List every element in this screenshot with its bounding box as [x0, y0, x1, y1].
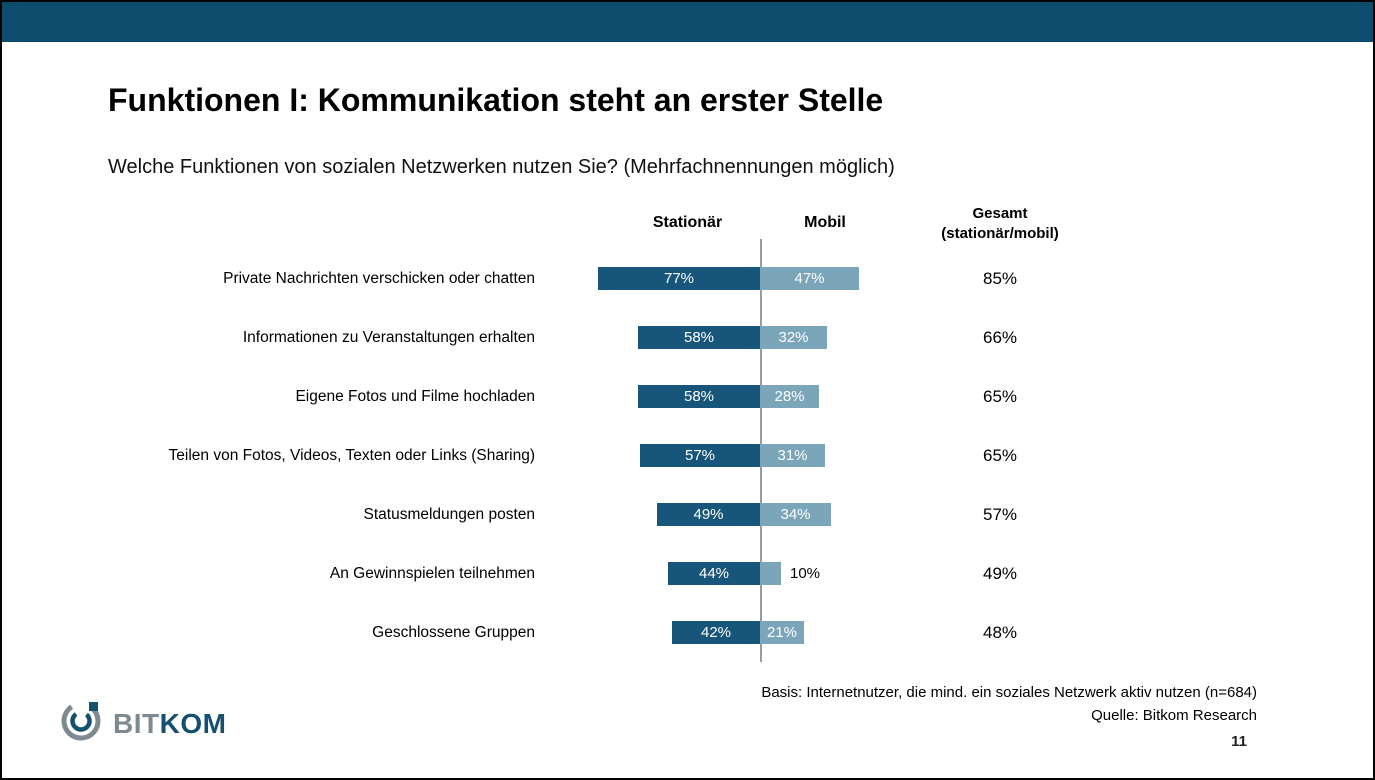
bar-stationaer: 57% — [640, 444, 760, 467]
category-label: Statusmeldungen posten — [363, 505, 535, 523]
mobil-zone: 21% — [760, 621, 920, 644]
mobil-zone: 34% — [760, 503, 920, 526]
bitkom-logo-icon — [58, 698, 104, 749]
bar-mobil: 28% — [760, 385, 819, 408]
column-header-stationaer: Stationär — [652, 214, 723, 231]
gesamt-value: 65% — [982, 386, 1018, 406]
bar-mobil: 21% — [760, 621, 804, 644]
column-header-mobil: Mobil — [804, 214, 846, 231]
stationaer-zone: 58% — [535, 385, 760, 408]
mobil-zone: 28% — [760, 385, 920, 408]
category-label: Eigene Fotos und Filme hochladen — [295, 387, 535, 405]
gesamt-header-line2: (stationär/mobil) — [941, 224, 1059, 242]
chart-header-row: Stationär Mobil Gesamt (stationär/mobil) — [2, 202, 1092, 243]
gesamt-value: 66% — [982, 327, 1018, 347]
bar-value-label: 31% — [777, 447, 808, 464]
bar-stationaer: 58% — [638, 385, 760, 408]
bitkom-logo: BITKOM — [58, 698, 226, 749]
source-note: Quelle: Bitkom Research — [1091, 707, 1257, 724]
bar-value-label: 32% — [778, 329, 809, 346]
chart-row: An Gewinnspielen teilnehmen 44% 10% 49% — [2, 544, 1092, 603]
gesamt-header-line1: Gesamt — [972, 205, 1028, 222]
stationaer-zone: 57% — [535, 444, 760, 467]
chart: Stationär Mobil Gesamt (stationär/mobil)… — [2, 202, 1092, 662]
bar-stationaer: 49% — [657, 503, 760, 526]
mobil-zone: 10% — [760, 562, 920, 585]
category-label: Informationen zu Veranstaltungen erhalte… — [242, 328, 535, 346]
bitkom-logo-text: BITKOM — [113, 708, 226, 740]
bar-value-label: 58% — [683, 329, 715, 346]
chart-rows: Private Nachrichten verschicken oder cha… — [2, 239, 1092, 662]
bar-value-label: 28% — [774, 388, 805, 405]
page-title: Funktionen I: Kommunikation steht an ers… — [108, 82, 884, 118]
bar-value-label: 42% — [700, 624, 732, 641]
bar-mobil: 47% — [760, 267, 859, 290]
bar-mobil: 32% — [760, 326, 827, 349]
stationaer-zone: 58% — [535, 326, 760, 349]
page-number: 11 — [1231, 733, 1247, 750]
bar-stationaer: 42% — [672, 621, 760, 644]
bar-value-label: 44% — [698, 565, 730, 582]
gesamt-value: 49% — [982, 563, 1018, 583]
basis-note: Basis: Internetnutzer, die mind. ein soz… — [761, 684, 1257, 701]
mobil-zone: 31% — [760, 444, 920, 467]
chart-row: Statusmeldungen posten 49% 34% 57% — [2, 485, 1092, 544]
chart-row: Informationen zu Veranstaltungen erhalte… — [2, 308, 1092, 367]
bar-stationaer: 58% — [638, 326, 760, 349]
category-label: An Gewinnspielen teilnehmen — [329, 564, 535, 582]
stationaer-zone: 44% — [535, 562, 760, 585]
category-label: Private Nachrichten verschicken oder cha… — [223, 269, 535, 287]
bar-value-label: 47% — [794, 270, 825, 287]
bar-mobil: 10% — [760, 562, 820, 585]
chart-row: Teilen von Fotos, Videos, Texten oder Li… — [2, 426, 1092, 485]
column-header-gesamt: Gesamt (stationär/mobil) — [920, 202, 1080, 243]
bar-value-label: 34% — [780, 506, 811, 523]
category-label: Teilen von Fotos, Videos, Texten oder Li… — [168, 446, 535, 464]
bar-stationaer: 44% — [668, 562, 760, 585]
bar-mobil: 34% — [760, 503, 831, 526]
bar-value-label: 49% — [693, 506, 724, 523]
bar-value-label: 10% — [790, 565, 821, 582]
bar-stationaer: 77% — [598, 267, 760, 290]
chart-row: Geschlossene Gruppen 42% 21% 48% — [2, 603, 1092, 662]
mobil-zone: 47% — [760, 267, 920, 290]
page-subtitle: Welche Funktionen von sozialen Netzwerke… — [108, 156, 895, 178]
gesamt-value: 65% — [982, 445, 1018, 465]
bar-value-label: 21% — [766, 624, 798, 641]
mobil-zone: 32% — [760, 326, 920, 349]
category-label: Geschlossene Gruppen — [372, 623, 535, 641]
logo-kom: KOM — [159, 707, 227, 739]
logo-bit: BIT — [113, 707, 160, 739]
top-banner — [2, 2, 1373, 42]
stationaer-zone: 77% — [535, 267, 760, 290]
chart-row: Eigene Fotos und Filme hochladen 58% 28%… — [2, 367, 1092, 426]
bar-value-label: 58% — [683, 388, 715, 405]
bar-value-label: 57% — [684, 447, 716, 464]
stationaer-zone: 49% — [535, 503, 760, 526]
stationaer-zone: 42% — [535, 621, 760, 644]
bar-value-label: 77% — [663, 270, 695, 287]
gesamt-value: 85% — [982, 268, 1018, 288]
bar-mobil: 31% — [760, 444, 825, 467]
gesamt-value: 48% — [982, 622, 1018, 642]
chart-row: Private Nachrichten verschicken oder cha… — [2, 249, 1092, 308]
gesamt-value: 57% — [982, 504, 1018, 524]
